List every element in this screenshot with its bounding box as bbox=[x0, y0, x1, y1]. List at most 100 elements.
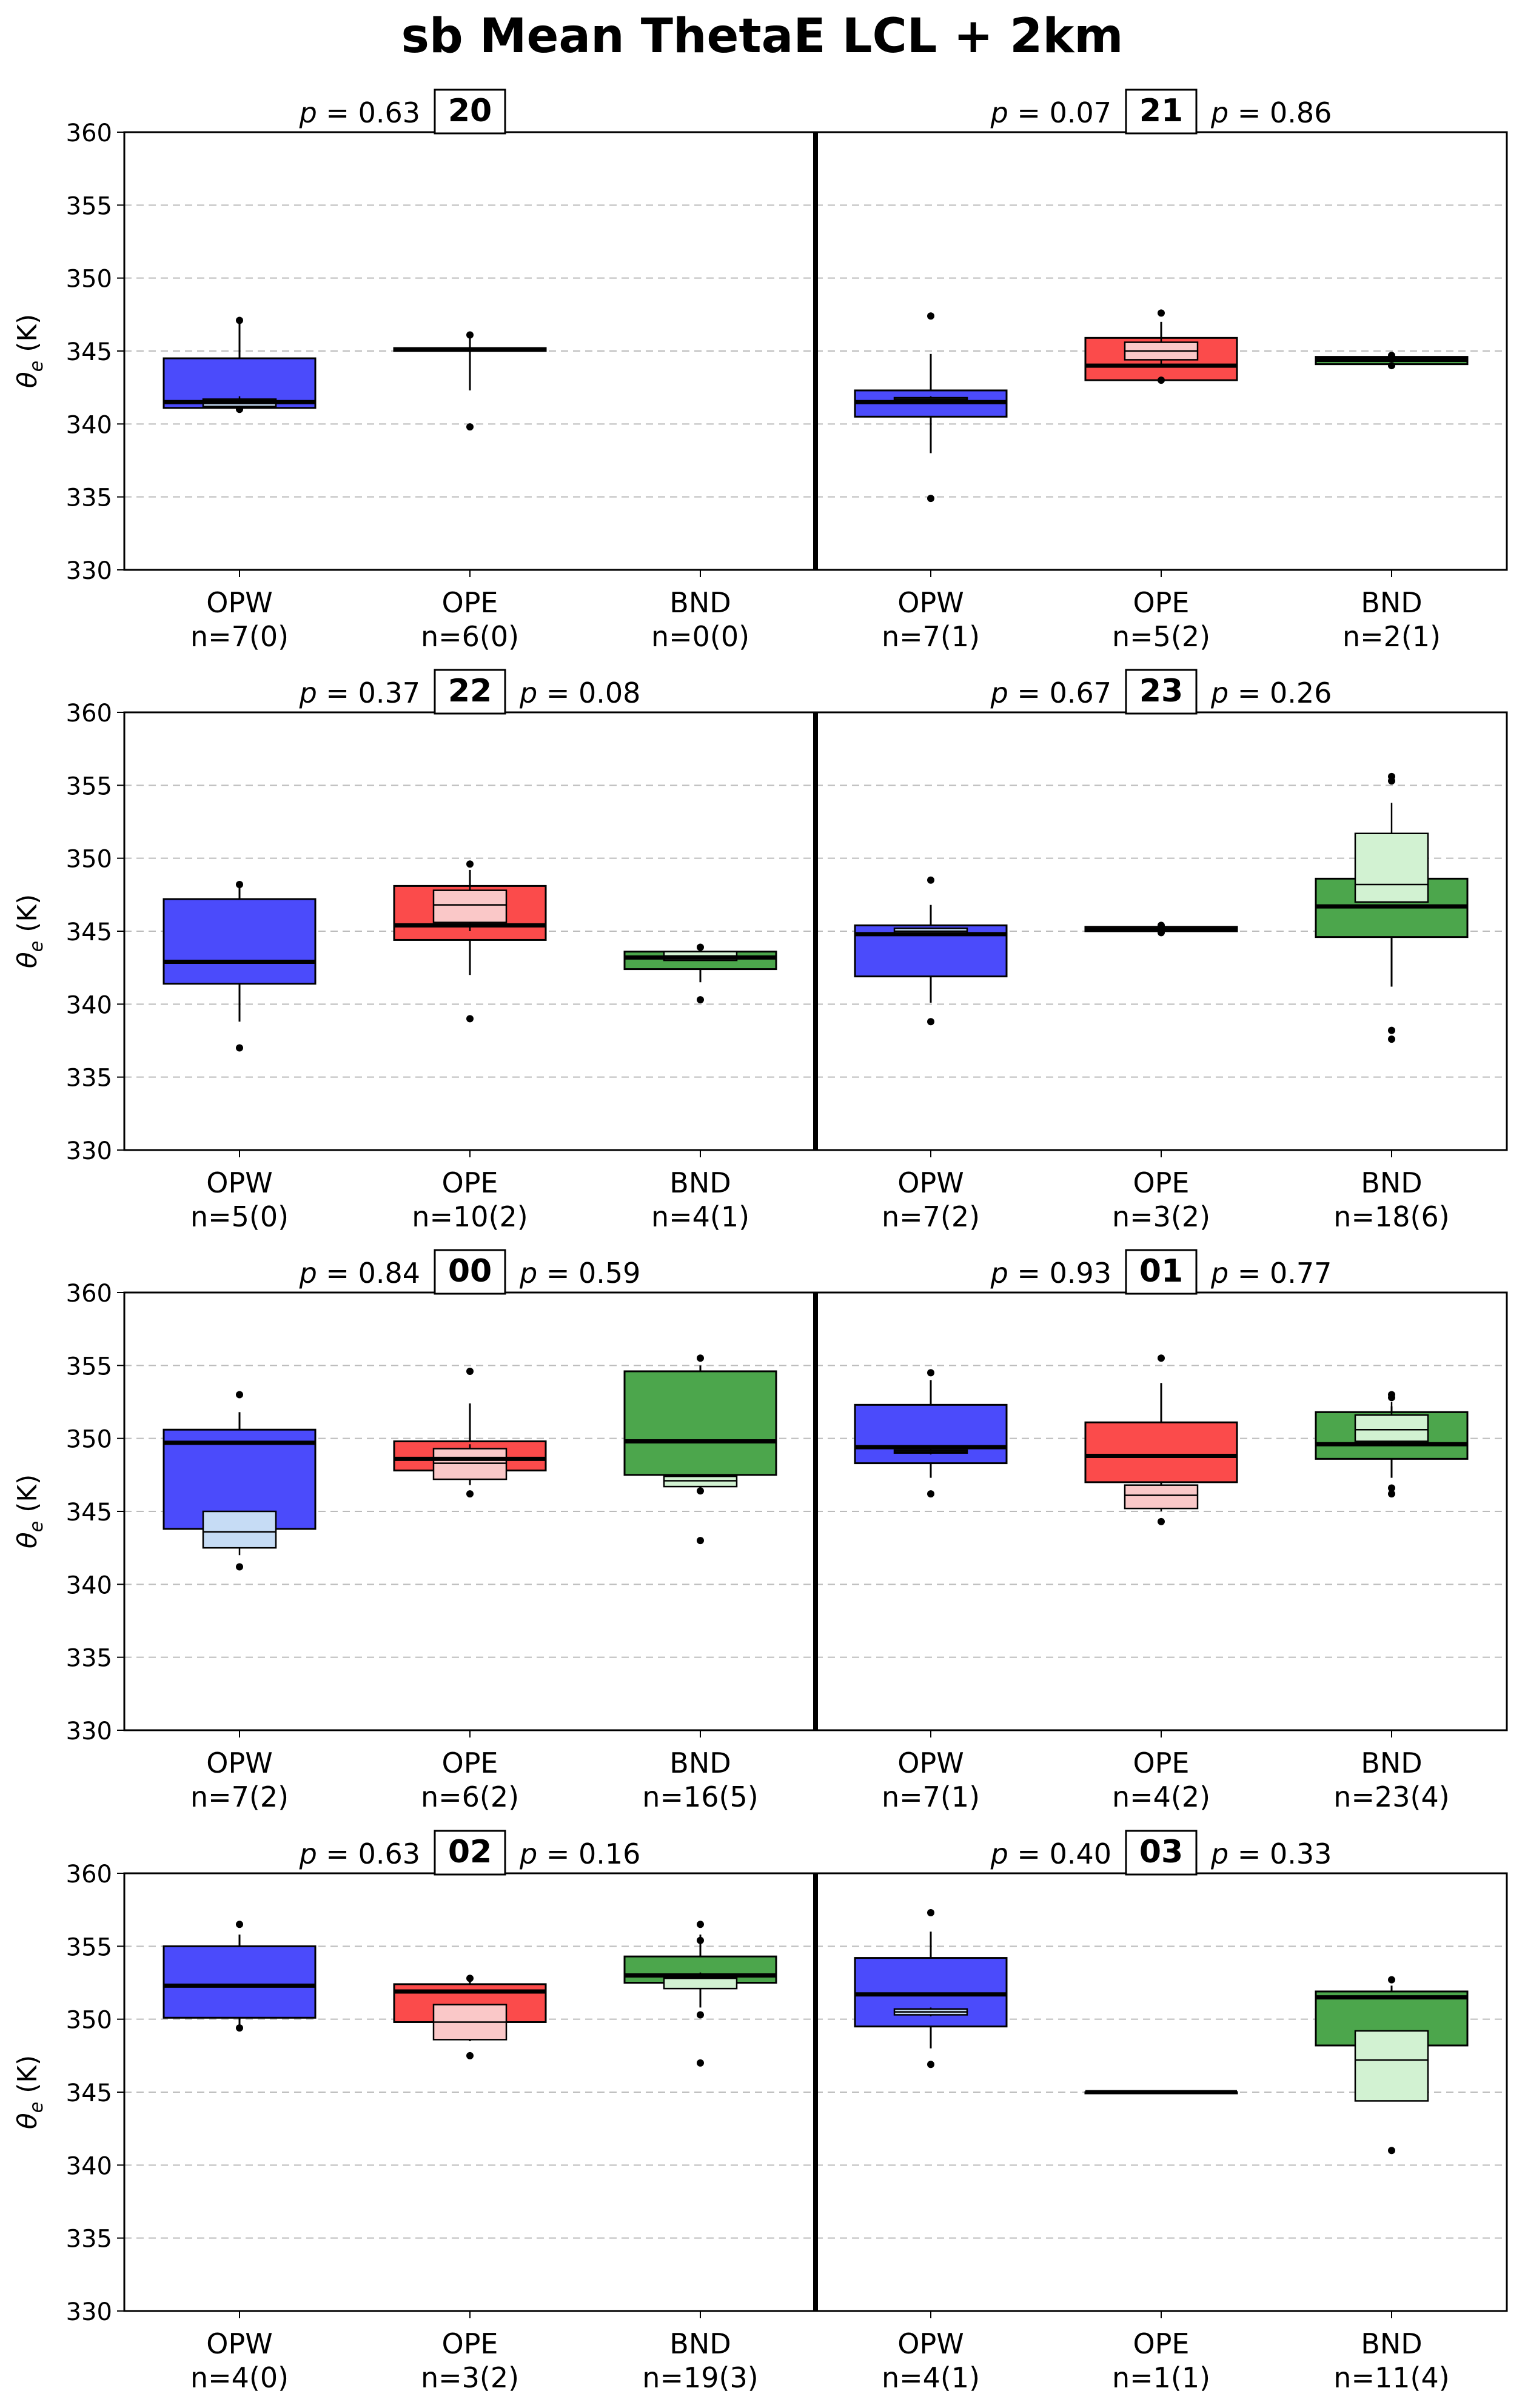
p-value-left: p = 0.37 bbox=[299, 677, 420, 709]
p-value-text: = 0.16 bbox=[537, 1838, 640, 1870]
outlier-point bbox=[466, 423, 474, 431]
hour-label: 01 bbox=[1139, 1253, 1183, 1289]
y-tick-label: 330 bbox=[66, 1717, 112, 1745]
outlier-point bbox=[927, 312, 934, 320]
box-body bbox=[163, 898, 317, 985]
p-value-right: p = 0.16 bbox=[519, 1838, 640, 1870]
p-value-text: = 0.40 bbox=[1008, 1838, 1111, 1870]
x-tick-label: BND bbox=[669, 1166, 731, 1199]
p-value-text: = 0.77 bbox=[1228, 1257, 1332, 1289]
y-tick-label: 340 bbox=[66, 991, 112, 1019]
box-opw-21 bbox=[854, 312, 1008, 503]
outlier-point bbox=[697, 1921, 704, 1928]
outlier-point bbox=[1158, 1354, 1165, 1362]
outlier-point bbox=[466, 2052, 474, 2059]
sample-count: n=10(2) bbox=[412, 1200, 528, 1233]
p-value-left: p = 0.67 bbox=[990, 677, 1111, 709]
outlier-point bbox=[1388, 362, 1395, 370]
box-ope-02 bbox=[393, 1975, 547, 2059]
sample-count: n=23(4) bbox=[1333, 1781, 1449, 1813]
outlier-point bbox=[927, 1369, 934, 1377]
box-ope-20 bbox=[393, 331, 547, 431]
box-opw-20 bbox=[163, 316, 317, 413]
y-tick-label: 350 bbox=[66, 266, 112, 293]
outlier-point bbox=[1388, 1026, 1395, 1034]
sample-count: n=4(1) bbox=[651, 1200, 749, 1233]
hour-label-box bbox=[434, 1249, 506, 1295]
p-value-text: = 0.37 bbox=[317, 677, 420, 709]
p-symbol: p bbox=[299, 96, 317, 129]
outlier-point bbox=[1158, 1517, 1165, 1525]
sample-count: n=7(0) bbox=[190, 620, 289, 653]
outlier-point bbox=[236, 1563, 243, 1571]
x-tick-label: OPW bbox=[897, 586, 964, 619]
y-axis-label-symbol: θ bbox=[12, 952, 43, 968]
hour-label-box bbox=[1125, 1830, 1198, 1876]
y-axis-label-subscript: e bbox=[26, 941, 47, 952]
x-tick-label: OPW bbox=[206, 1166, 272, 1199]
outlier-point bbox=[1388, 1391, 1395, 1399]
p-symbol: p bbox=[990, 96, 1008, 129]
box-bnd-00 bbox=[623, 1354, 777, 1545]
outlier-point bbox=[236, 1044, 243, 1052]
x-tick-label: BND bbox=[1361, 1166, 1422, 1199]
p-value-text: = 0.26 bbox=[1228, 677, 1332, 709]
y-tick-label: 360 bbox=[66, 119, 112, 147]
sample-count: n=18(6) bbox=[1333, 1200, 1449, 1233]
box-bnd-21 bbox=[1315, 352, 1469, 370]
x-tick-label: OPE bbox=[1133, 586, 1189, 619]
sample-count: n=3(2) bbox=[1112, 1200, 1210, 1233]
hour-label-box bbox=[1125, 669, 1198, 715]
y-axis-label-unit: (K) bbox=[12, 894, 43, 941]
y-tick-label: 355 bbox=[66, 1353, 112, 1380]
sample-count: n=7(2) bbox=[882, 1200, 980, 1233]
box-opw-00 bbox=[163, 1391, 317, 1571]
x-tick-label: BND bbox=[669, 586, 731, 619]
p-symbol: p bbox=[519, 1257, 537, 1289]
outlier-point bbox=[236, 406, 243, 413]
outlier-point bbox=[697, 996, 704, 1004]
box-opw-01 bbox=[854, 1369, 1008, 1498]
row-0: θe (K)330335340345350355360OPWn=7(0)OPEn… bbox=[12, 89, 1508, 653]
outlier-point bbox=[697, 1487, 704, 1495]
figure-title: sb Mean ThetaE LCL + 2km bbox=[401, 9, 1124, 64]
outlier-point bbox=[1388, 2147, 1395, 2155]
box-bnd-03 bbox=[1315, 1976, 1469, 2155]
sample-count: n=19(3) bbox=[642, 2361, 758, 2394]
box-ope-03 bbox=[1084, 2090, 1238, 2095]
y-tick-label: 355 bbox=[66, 1933, 112, 1961]
hour-label-box bbox=[1125, 89, 1198, 135]
outlier-point bbox=[1388, 1976, 1395, 1984]
y-tick-label: 335 bbox=[66, 484, 112, 512]
p-symbol: p bbox=[299, 677, 317, 709]
y-tick-label: 360 bbox=[66, 1861, 112, 1888]
sample-count: n=11(4) bbox=[1333, 2361, 1449, 2394]
p-symbol: p bbox=[990, 1838, 1008, 1870]
p-value-left: p = 0.07 bbox=[990, 96, 1111, 129]
outlier-point bbox=[927, 876, 934, 884]
x-tick-label: BND bbox=[1361, 586, 1422, 619]
sample-count: n=16(5) bbox=[642, 1781, 758, 1813]
sample-count: n=4(0) bbox=[190, 2361, 289, 2394]
outlier-point bbox=[1388, 772, 1395, 780]
hour-label: 20 bbox=[448, 93, 492, 129]
p-symbol: p bbox=[299, 1838, 317, 1870]
p-value-text: = 0.08 bbox=[537, 677, 640, 709]
box-body bbox=[623, 1370, 777, 1476]
sample-count: n=0(0) bbox=[651, 620, 749, 653]
outlier-point bbox=[927, 495, 934, 503]
x-tick-label: OPE bbox=[1133, 1747, 1189, 1779]
outlier-point bbox=[466, 1490, 474, 1498]
hour-label: 03 bbox=[1139, 1834, 1183, 1870]
y-axis-label: θe (K) bbox=[12, 2055, 47, 2130]
x-tick-label: OPW bbox=[206, 1747, 272, 1779]
sub-box-body bbox=[1354, 1414, 1429, 1442]
p-value-left: p = 0.40 bbox=[990, 1838, 1111, 1870]
outlier-point bbox=[1388, 1035, 1395, 1043]
x-tick-label: OPE bbox=[1133, 2327, 1189, 2360]
x-tick-label: OPE bbox=[441, 2327, 498, 2360]
y-tick-label: 355 bbox=[66, 192, 112, 220]
